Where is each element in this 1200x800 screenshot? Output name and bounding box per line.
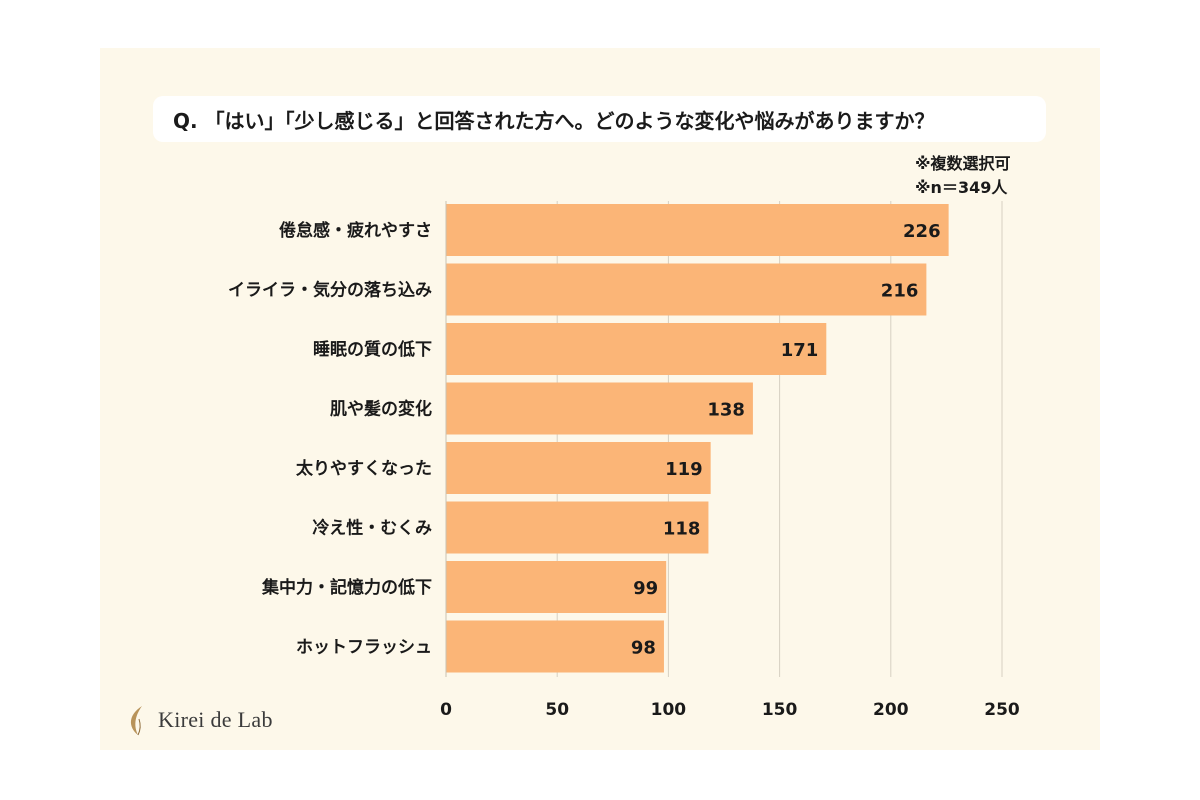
- x-tick-label: 200: [873, 700, 909, 720]
- leaf-icon: [130, 706, 142, 736]
- sample-size-note: ※n＝349人: [915, 178, 1008, 197]
- x-tick-label: 100: [651, 700, 687, 720]
- value-label: 226: [903, 221, 941, 242]
- bar: [446, 561, 667, 613]
- value-label: 119: [665, 459, 703, 480]
- brand-name: Kirei de Lab: [158, 707, 273, 732]
- value-label: 216: [881, 281, 919, 302]
- value-label: 98: [631, 638, 656, 659]
- category-label: 冷え性・むくみ: [312, 518, 432, 539]
- x-tick-label: 250: [984, 700, 1020, 720]
- x-tick-label: 50: [545, 700, 569, 720]
- value-label: 118: [663, 519, 701, 540]
- category-label: 睡眠の質の低下: [313, 339, 432, 360]
- x-tick-label: 150: [762, 700, 798, 720]
- brand-logo: Kirei de Lab: [122, 703, 273, 737]
- category-label: 肌や髪の変化: [330, 399, 432, 420]
- category-label: 太りやすくなった: [296, 458, 432, 479]
- bar: [446, 382, 753, 435]
- multiple-choice-note: ※複数選択可: [915, 154, 1011, 173]
- category-label: イライラ・気分の落ち込み: [228, 280, 432, 301]
- bar: [446, 204, 949, 256]
- value-label: 171: [781, 340, 819, 361]
- bar: [446, 323, 827, 375]
- bar: [446, 442, 711, 494]
- x-tick-label: 0: [440, 700, 452, 720]
- bar: [446, 263, 927, 316]
- bar: [446, 501, 709, 554]
- category-label: 集中力・記憶力の低下: [261, 577, 432, 598]
- category-label: 倦怠感・疲れやすさ: [279, 220, 432, 241]
- value-label: 99: [633, 578, 658, 599]
- value-label: 138: [707, 400, 745, 421]
- bar: [446, 620, 664, 673]
- category-label: ホットフラッシュ: [296, 638, 432, 658]
- question-title: Q. 「はい」「少し感じる」と回答された方へ。どのような変化や悩みがありますか？: [153, 96, 1046, 142]
